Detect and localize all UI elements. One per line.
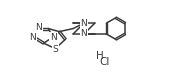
Text: H: H <box>96 51 104 61</box>
Text: Cl: Cl <box>99 57 109 67</box>
Text: S: S <box>52 45 58 54</box>
Text: N: N <box>35 23 42 32</box>
Text: N: N <box>81 29 87 38</box>
Text: N: N <box>81 19 87 28</box>
Text: N: N <box>50 33 57 41</box>
Text: N: N <box>29 33 36 41</box>
